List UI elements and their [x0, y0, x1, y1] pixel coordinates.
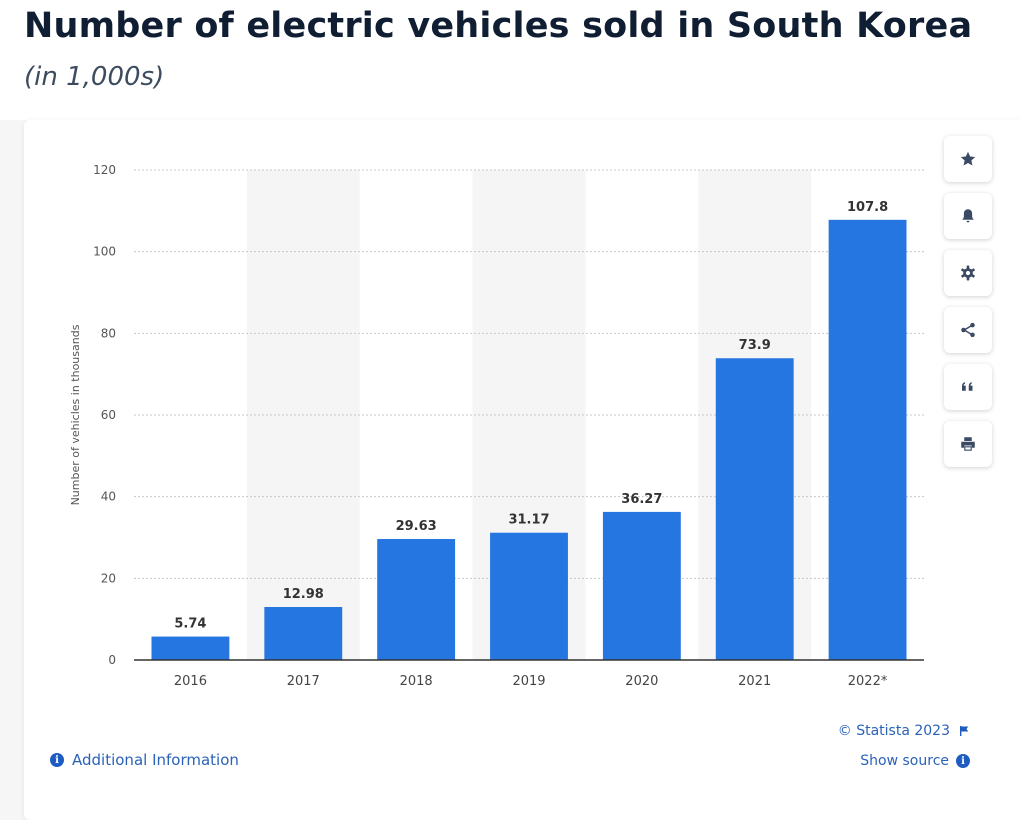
x-tick-label: 2018: [400, 674, 433, 689]
notification-button[interactable]: [944, 193, 992, 239]
show-source-label: Show source: [860, 753, 949, 769]
share-icon: [961, 322, 975, 338]
chart-card: 0 20 40 60 80 100 120 Number of vehicles in tho…: [24, 120, 1020, 820]
favorite-button[interactable]: [944, 136, 992, 182]
data-label: 36.27: [621, 492, 662, 507]
y-tick-label: 60: [101, 408, 116, 422]
print-button[interactable]: [944, 421, 992, 467]
page-title: Number of electric vehicles sold in Sout…: [24, 6, 973, 46]
star-icon: [960, 151, 976, 166]
quote-icon: [962, 382, 973, 391]
data-label: 107.8: [847, 200, 888, 215]
additional-information-label: Additional Information: [72, 751, 239, 769]
credit-label: © Statista 2023: [837, 723, 950, 739]
bar: [828, 219, 907, 661]
bar-chart: 0 20 40 60 80 100 120 Number of vehicles in tho…: [69, 163, 924, 689]
x-tick-label: 2016: [174, 674, 207, 689]
y-tick-label: 100: [93, 245, 116, 259]
x-tick-label: 2022*: [848, 674, 888, 689]
x-tick-label: 2021: [738, 674, 771, 689]
page-header: Number of electric vehicles sold in Sout…: [0, 0, 1020, 120]
printer-icon: [961, 437, 975, 451]
data-label: 5.74: [174, 617, 206, 632]
info-icon: i: [50, 753, 64, 767]
bar: [490, 532, 568, 660]
show-source-link[interactable]: Show source i: [860, 753, 970, 769]
page-subtitle: (in 1,000s): [24, 62, 165, 92]
y-tick-label: 0: [108, 653, 116, 667]
bar: [377, 539, 456, 660]
settings-button[interactable]: [944, 250, 992, 296]
y-tick-label: 80: [101, 326, 116, 340]
bar: [151, 636, 230, 660]
bell-icon: [962, 209, 974, 223]
y-tick-label: 40: [101, 490, 116, 504]
gear-icon: [961, 265, 975, 281]
data-label: 29.63: [396, 519, 437, 534]
additional-information-link[interactable]: i Additional Information: [50, 751, 239, 769]
flag-icon: [960, 726, 969, 736]
info-icon: i: [956, 754, 970, 768]
bar: [264, 606, 343, 660]
data-label: 31.17: [508, 513, 549, 528]
bar: [715, 358, 794, 660]
x-tick-label: 2019: [512, 674, 545, 689]
y-tick-label: 20: [101, 571, 116, 585]
x-tick-label: 2020: [625, 674, 658, 689]
y-axis-title: Number of vehicles in thousands: [69, 324, 82, 505]
cite-button[interactable]: [944, 364, 992, 410]
y-tick-label: 120: [93, 163, 116, 177]
share-button[interactable]: [944, 307, 992, 353]
data-label: 12.98: [283, 587, 324, 602]
chart-toolbar: [944, 136, 992, 478]
x-tick-label: 2017: [287, 674, 320, 689]
bar: [602, 511, 681, 660]
data-label: 73.9: [739, 338, 771, 353]
statista-credit: © Statista 2023: [838, 723, 970, 739]
